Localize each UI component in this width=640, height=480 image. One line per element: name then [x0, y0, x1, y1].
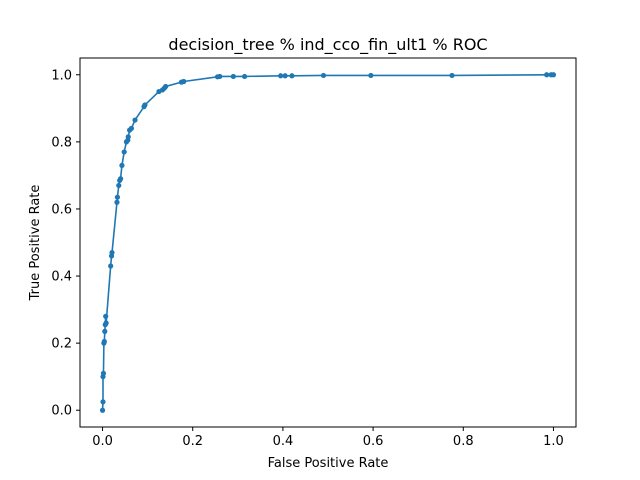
y-tick-label: 0.4	[51, 270, 72, 285]
roc-point	[289, 73, 295, 79]
roc-point	[368, 72, 374, 79]
x-axis-label: False Positive Rate	[268, 456, 389, 471]
roc-point	[163, 83, 169, 90]
y-tick-label: 1.0	[51, 68, 72, 83]
x-tick-label: 1.0	[543, 434, 564, 449]
roc-point	[121, 149, 127, 155]
roc-point	[132, 117, 138, 123]
roc-point	[142, 102, 148, 108]
y-tick-label: 0.0	[51, 404, 72, 419]
roc-point	[241, 73, 248, 80]
y-tick-label: 0.8	[51, 135, 72, 150]
roc-point	[449, 72, 455, 79]
x-tick-label: 0.0	[92, 434, 113, 449]
roc-point	[102, 328, 108, 334]
y-tick-label: 0.2	[51, 337, 72, 352]
plot-frame	[79, 57, 577, 428]
roc-point	[230, 73, 236, 80]
x-tick-label: 0.4	[273, 434, 294, 449]
roc-point	[99, 407, 106, 413]
roc-point	[117, 176, 124, 182]
x-tick-label: 0.8	[453, 434, 474, 449]
roc-point	[125, 134, 131, 140]
roc-curve-points	[99, 72, 557, 413]
roc-point	[181, 78, 187, 85]
chart-title: decision_tree % ind_cco_fin_ult1 % ROC	[168, 35, 487, 55]
roc-curve-line	[101, 73, 554, 411]
roc-point	[550, 72, 557, 78]
roc-point	[116, 182, 122, 189]
roc-point	[128, 125, 134, 132]
roc-point	[114, 199, 120, 205]
roc-point	[217, 73, 223, 80]
roc-point	[282, 73, 288, 79]
roc-point	[544, 72, 550, 78]
roc-point	[278, 73, 284, 79]
roc-point	[109, 249, 115, 256]
x-tick-label: 0.2	[182, 434, 203, 449]
roc-point	[103, 320, 109, 326]
roc-point	[114, 194, 121, 200]
x-tick-label: 0.6	[363, 434, 384, 449]
roc-point	[320, 72, 327, 79]
roc-point	[100, 399, 106, 405]
y-axis: 0.0 0.2 0.4 0.6 0.8 1.0	[51, 68, 80, 419]
roc-point	[100, 370, 107, 376]
y-tick-label: 0.6	[51, 202, 72, 217]
roc-point	[119, 162, 125, 168]
y-axis-label: True Positive Rate	[28, 185, 43, 302]
x-axis: 0.0 0.2 0.4 0.6 0.8 1.0	[92, 427, 564, 449]
roc-point	[108, 263, 114, 269]
roc-point	[101, 338, 107, 345]
roc-point	[103, 313, 109, 319]
